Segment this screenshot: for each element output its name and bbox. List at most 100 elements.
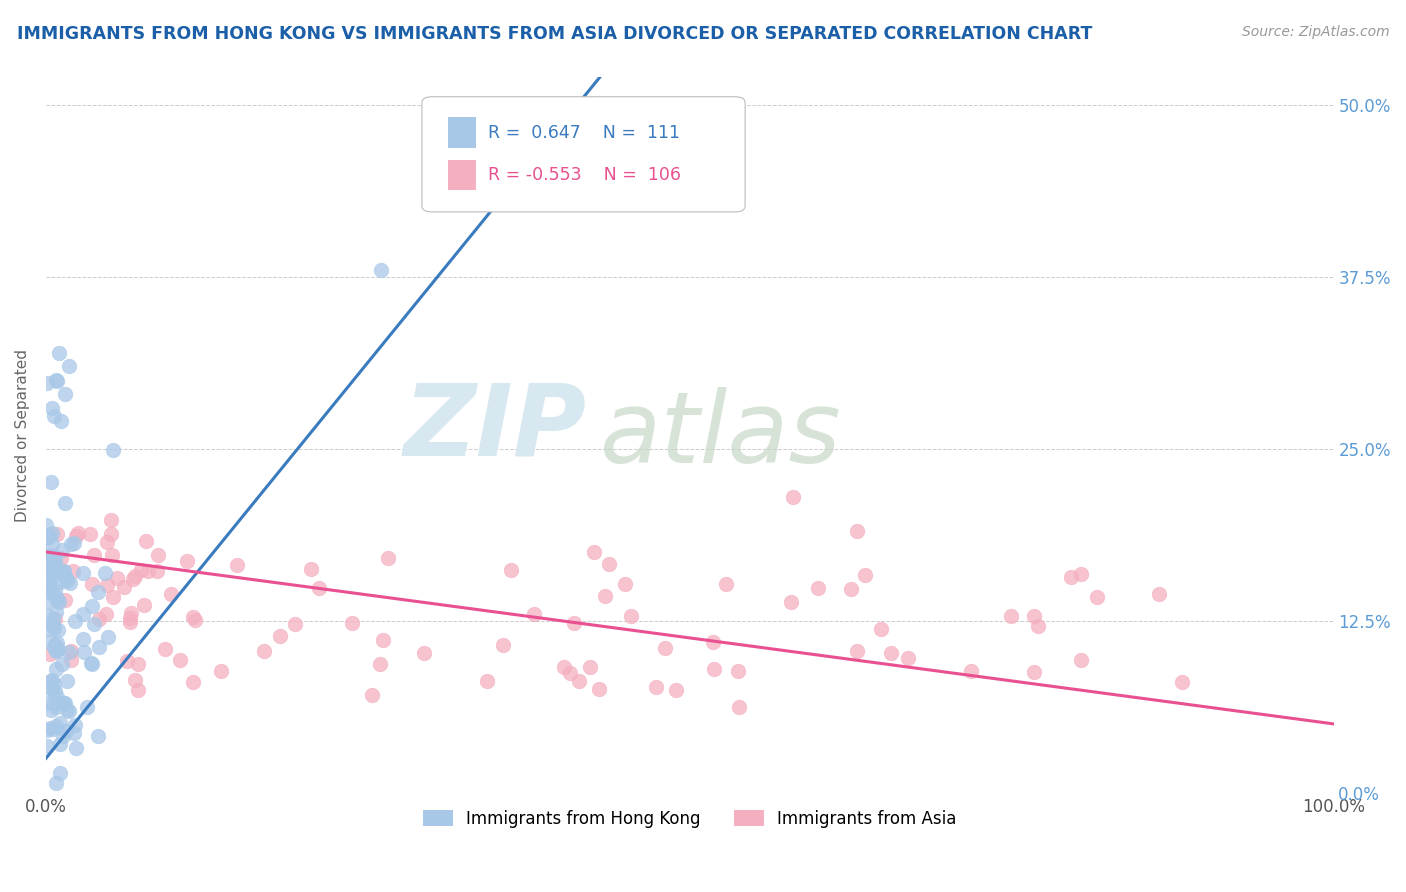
Point bbox=[52, 566, 75, 580]
Point bbox=[44, 612, 66, 626]
Point bbox=[44, 775, 66, 789]
Point bbox=[72, 632, 94, 647]
Point bbox=[45, 644, 67, 658]
Point bbox=[35, 376, 58, 390]
Point bbox=[37, 531, 59, 545]
Point bbox=[76, 700, 98, 714]
Point bbox=[37, 570, 59, 584]
Text: ZIP: ZIP bbox=[404, 379, 586, 476]
Point bbox=[870, 622, 893, 636]
Point bbox=[269, 629, 291, 643]
Point bbox=[100, 527, 122, 541]
Point bbox=[87, 585, 110, 599]
Point bbox=[83, 617, 105, 632]
Bar bbox=[447, 118, 477, 147]
Point bbox=[44, 549, 66, 564]
Point bbox=[665, 682, 688, 697]
Point bbox=[49, 765, 72, 780]
Point bbox=[41, 683, 63, 698]
Point bbox=[135, 533, 157, 548]
Point bbox=[87, 612, 110, 626]
Point bbox=[160, 587, 183, 601]
Point bbox=[1070, 653, 1092, 667]
Point bbox=[120, 611, 142, 625]
Point bbox=[39, 703, 62, 717]
Point bbox=[35, 582, 58, 597]
Point bbox=[1171, 675, 1194, 690]
Point bbox=[714, 576, 737, 591]
Point bbox=[80, 577, 103, 591]
Point bbox=[373, 632, 395, 647]
Text: Source: ZipAtlas.com: Source: ZipAtlas.com bbox=[1241, 25, 1389, 39]
Point bbox=[377, 551, 399, 566]
Point bbox=[65, 529, 87, 543]
Point bbox=[63, 726, 86, 740]
Point bbox=[41, 681, 63, 695]
Point bbox=[127, 657, 149, 671]
Point bbox=[44, 684, 66, 698]
Point bbox=[37, 581, 59, 595]
Point bbox=[63, 614, 86, 628]
Point bbox=[59, 576, 82, 591]
Text: atlas: atlas bbox=[599, 386, 841, 483]
Point bbox=[44, 554, 66, 568]
Point bbox=[80, 656, 103, 670]
Point bbox=[654, 641, 676, 656]
Point bbox=[56, 703, 79, 717]
Point bbox=[703, 662, 725, 676]
Point bbox=[702, 635, 724, 649]
Point bbox=[45, 526, 67, 541]
Text: R = -0.553    N =  106: R = -0.553 N = 106 bbox=[488, 167, 681, 185]
Point bbox=[779, 595, 801, 609]
Point bbox=[46, 374, 69, 388]
Point bbox=[598, 558, 620, 572]
Point bbox=[42, 723, 65, 737]
Point bbox=[121, 572, 143, 586]
Point bbox=[134, 598, 156, 612]
Point bbox=[35, 595, 58, 609]
Point bbox=[66, 526, 89, 541]
Bar bbox=[447, 161, 477, 191]
Point bbox=[361, 688, 384, 702]
Point bbox=[42, 569, 65, 583]
Point bbox=[80, 599, 103, 614]
Point bbox=[72, 566, 94, 581]
Point bbox=[49, 574, 72, 589]
Point bbox=[38, 529, 60, 543]
Point bbox=[1022, 665, 1045, 679]
Point bbox=[578, 659, 600, 673]
Point bbox=[45, 642, 67, 657]
Point bbox=[44, 582, 66, 597]
Point bbox=[727, 699, 749, 714]
Point bbox=[45, 635, 67, 649]
Point bbox=[176, 554, 198, 568]
Point bbox=[100, 513, 122, 527]
Point bbox=[49, 737, 72, 751]
Point bbox=[839, 582, 862, 597]
Point bbox=[45, 605, 67, 619]
Point bbox=[620, 609, 643, 624]
Point bbox=[1070, 567, 1092, 582]
Point bbox=[41, 401, 63, 415]
Point bbox=[853, 568, 876, 582]
Text: IMMIGRANTS FROM HONG KONG VS IMMIGRANTS FROM ASIA DIVORCED OR SEPARATED CORRELAT: IMMIGRANTS FROM HONG KONG VS IMMIGRANTS … bbox=[17, 25, 1092, 43]
Point bbox=[39, 563, 62, 577]
Point bbox=[846, 643, 869, 657]
Point bbox=[37, 556, 59, 570]
Point bbox=[53, 386, 76, 401]
Point bbox=[44, 696, 66, 710]
Point bbox=[1026, 619, 1049, 633]
Point bbox=[299, 562, 322, 576]
Point bbox=[284, 617, 307, 632]
Point bbox=[94, 607, 117, 622]
Point bbox=[39, 673, 62, 688]
Point bbox=[124, 569, 146, 583]
Point bbox=[44, 409, 66, 424]
Point bbox=[96, 535, 118, 549]
Point bbox=[55, 571, 77, 585]
Point bbox=[960, 664, 983, 678]
Point bbox=[209, 665, 232, 679]
Point bbox=[53, 564, 76, 578]
Y-axis label: Divorced or Separated: Divorced or Separated bbox=[15, 349, 30, 522]
Point bbox=[127, 683, 149, 698]
